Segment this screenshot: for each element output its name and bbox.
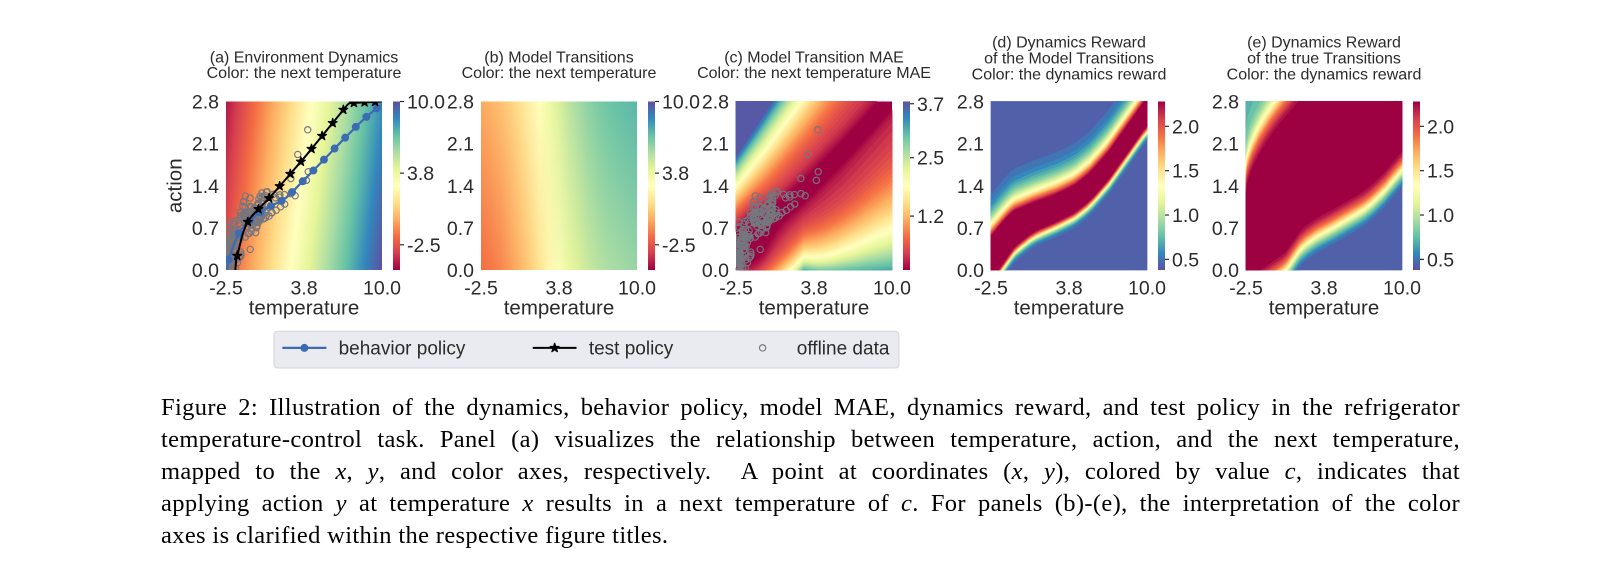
svg-text:0.7: 0.7 — [957, 218, 984, 240]
svg-text:0.0: 0.0 — [1212, 260, 1239, 282]
svg-text:10.0: 10.0 — [363, 278, 401, 300]
svg-text:0.7: 0.7 — [447, 218, 474, 240]
svg-text:0.7: 0.7 — [192, 218, 219, 240]
svg-text:Color: the dynamics reward: Color: the dynamics reward — [1227, 67, 1422, 84]
svg-text:-2.5: -2.5 — [719, 278, 753, 300]
svg-text:-2.5: -2.5 — [407, 235, 441, 257]
svg-text:0.0: 0.0 — [957, 260, 984, 282]
svg-text:of the Model Transitions: of the Model Transitions — [984, 50, 1154, 67]
svg-text:2.8: 2.8 — [192, 92, 219, 114]
svg-text:3.8: 3.8 — [1310, 278, 1337, 300]
svg-text:3.8: 3.8 — [800, 278, 827, 300]
svg-text:2.8: 2.8 — [957, 92, 984, 114]
svg-text:2.1: 2.1 — [447, 134, 474, 156]
svg-text:1.0: 1.0 — [1172, 205, 1199, 227]
svg-text:10.0: 10.0 — [873, 278, 911, 300]
svg-text:10.0: 10.0 — [618, 278, 656, 300]
svg-text:2.1: 2.1 — [957, 134, 984, 156]
svg-text:1.4: 1.4 — [192, 176, 219, 198]
svg-text:10.0: 10.0 — [1128, 278, 1166, 300]
svg-text:Color: the dynamics reward: Color: the dynamics reward — [972, 67, 1167, 84]
svg-text:1.5: 1.5 — [1172, 161, 1199, 183]
svg-text:2.0: 2.0 — [1172, 116, 1199, 138]
svg-text:-2.5: -2.5 — [662, 235, 696, 257]
svg-text:3.8: 3.8 — [1055, 278, 1082, 300]
svg-text:Color: the next temperature: Color: the next temperature — [207, 65, 402, 82]
svg-text:2.1: 2.1 — [192, 134, 219, 156]
svg-text:1.4: 1.4 — [957, 176, 984, 198]
svg-text:0.0: 0.0 — [192, 260, 219, 282]
svg-text:action: action — [164, 158, 187, 213]
svg-text:2.8: 2.8 — [702, 92, 729, 114]
svg-text:temperature: temperature — [1014, 297, 1125, 320]
svg-text:-2.5: -2.5 — [464, 278, 498, 300]
svg-text:2.5: 2.5 — [917, 148, 944, 170]
svg-text:(a) Environment Dynamics: (a) Environment Dynamics — [210, 49, 399, 66]
svg-text:-2.5: -2.5 — [1229, 278, 1263, 300]
svg-text:10.0: 10.0 — [1383, 278, 1421, 300]
svg-text:0.7: 0.7 — [702, 218, 729, 240]
svg-text:2.1: 2.1 — [1212, 134, 1239, 156]
svg-text:1.4: 1.4 — [447, 176, 474, 198]
svg-text:behavior policy: behavior policy — [339, 339, 466, 360]
svg-text:offline data: offline data — [797, 339, 890, 360]
svg-text:-2.5: -2.5 — [974, 278, 1008, 300]
svg-text:3.8: 3.8 — [407, 163, 434, 185]
svg-text:2.1: 2.1 — [702, 134, 729, 156]
svg-text:3.8: 3.8 — [290, 278, 317, 300]
svg-text:1.0: 1.0 — [1427, 205, 1454, 227]
svg-text:3.7: 3.7 — [917, 94, 944, 116]
svg-text:2.8: 2.8 — [447, 92, 474, 114]
svg-text:3.8: 3.8 — [545, 278, 572, 300]
svg-text:0.5: 0.5 — [1172, 249, 1199, 271]
svg-text:-2.5: -2.5 — [209, 278, 243, 300]
svg-text:0.5: 0.5 — [1427, 249, 1454, 271]
svg-text:of the true Transitions: of the true Transitions — [1247, 50, 1401, 67]
svg-text:1.4: 1.4 — [1212, 176, 1239, 198]
svg-text:temperature: temperature — [759, 297, 870, 320]
svg-text:1.4: 1.4 — [702, 176, 729, 198]
svg-text:(d) Dynamics Reward: (d) Dynamics Reward — [992, 34, 1146, 51]
svg-text:0.7: 0.7 — [1212, 218, 1239, 240]
svg-text:2.0: 2.0 — [1427, 116, 1454, 138]
svg-text:(c) Model Transition MAE: (c) Model Transition MAE — [724, 49, 904, 66]
svg-text:test policy: test policy — [589, 339, 674, 360]
svg-text:1.2: 1.2 — [917, 206, 944, 228]
svg-text:temperature: temperature — [1269, 297, 1380, 320]
svg-text:10.0: 10.0 — [662, 92, 700, 114]
svg-text:(b) Model Transitions: (b) Model Transitions — [484, 49, 633, 66]
svg-text:3.8: 3.8 — [662, 163, 689, 185]
svg-text:temperature: temperature — [249, 297, 360, 320]
svg-text:1.5: 1.5 — [1427, 161, 1454, 183]
svg-text:10.0: 10.0 — [407, 92, 445, 114]
svg-text:Color: the next temperature MA: Color: the next temperature MAE — [697, 65, 931, 82]
svg-text:0.0: 0.0 — [447, 260, 474, 282]
svg-text:0.0: 0.0 — [702, 260, 729, 282]
svg-text:2.8: 2.8 — [1212, 92, 1239, 114]
svg-text:(e) Dynamics Reward: (e) Dynamics Reward — [1247, 34, 1401, 51]
svg-text:Color: the next temperature: Color: the next temperature — [462, 65, 657, 82]
svg-text:temperature: temperature — [504, 297, 615, 320]
